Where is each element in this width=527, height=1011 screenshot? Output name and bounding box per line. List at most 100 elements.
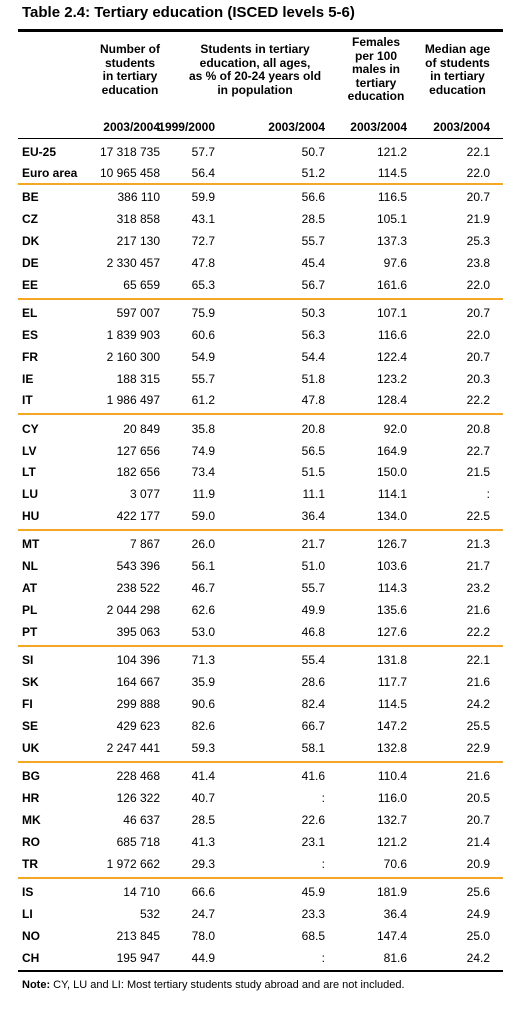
cell: 11.1 [302,487,325,502]
cell: 22.6 [301,812,325,827]
cell: 217 130 [116,233,160,248]
cell: : [321,950,325,965]
row-label: BG [22,769,40,783]
cell: 25.0 [466,928,490,943]
cell: 182 656 [116,465,160,480]
cell: 2 044 298 [106,603,160,618]
cell: 28.5 [191,812,215,827]
cell: 20.8 [466,421,490,436]
group-rule [18,529,503,532]
row-label: SE [22,718,39,733]
cell: 24.7 [191,906,215,921]
cell: 24.2 [466,697,490,711]
year-header: 1999/2000 [158,120,215,134]
cell: 22.1 [466,145,490,159]
cell: 55.7 [191,371,215,386]
cell: 422 177 [116,509,160,524]
row-label: CH [22,950,40,965]
cell: 54.9 [191,349,215,364]
cell: 25.6 [466,884,490,899]
cell: 10 965 458 [99,166,160,180]
cell: 21.7 [301,537,325,552]
cell: 181.9 [376,884,407,899]
cell: 11.9 [192,487,215,502]
cell: 137.3 [376,233,407,248]
cell: 20 849 [123,421,160,436]
cell: 50.3 [301,305,325,320]
cell: 68.5 [301,928,325,943]
cell: 127.6 [376,625,407,639]
row-label: NL [22,559,38,574]
cell: 25.3 [466,233,490,248]
cell: 228 468 [116,769,160,783]
cell: : [486,487,490,502]
cell: 21.6 [466,769,490,783]
row-label: PT [22,625,38,639]
cell: 238 522 [116,581,160,596]
note-text: CY, LU and LI: Most tertiary students st… [50,979,405,991]
row-label: SK [22,675,39,690]
cell: 51.2 [301,166,325,180]
row-label: FR [22,349,38,364]
cell: 1 839 903 [106,327,160,342]
cell: 147.4 [376,928,407,943]
cell: 117.7 [377,675,407,690]
cell: 164 667 [116,675,160,690]
cell: 23.2 [466,581,490,596]
row-label: BE [22,190,39,204]
row-label: DE [22,255,39,270]
cell: 90.6 [191,697,215,711]
cell: 114.5 [377,697,407,711]
cell: 22.5 [466,509,490,524]
row-label: LU [22,487,38,502]
cell: 23.1 [301,834,325,849]
cell: 131.8 [376,653,407,668]
cell: 21.4 [466,834,490,849]
year-header: 2003/2004 [103,120,160,134]
bottom-rule [18,969,503,972]
title-rule [18,29,503,32]
cell: 22.9 [466,740,490,755]
cell: 23.8 [466,255,490,270]
cell: 2 330 457 [106,255,160,270]
row-label: SI [22,653,34,668]
cell: 36.4 [383,906,407,921]
row-label: IT [22,393,33,408]
cell: 126 322 [116,790,160,805]
column-header: Median age of students in tertiary educa… [424,42,491,97]
cell: 122.4 [376,349,407,364]
cell: 82.4 [301,697,325,711]
cell: 44.9 [191,950,215,965]
cell: 20.7 [466,190,490,204]
row-label: IE [22,371,34,386]
cell: 116.5 [377,190,407,204]
cell: 28.6 [301,675,325,690]
cell: 20.9 [466,856,490,871]
cell: : [321,856,325,871]
cell: 2 160 300 [106,349,160,364]
row-label: FI [22,697,33,711]
cell: 46.8 [301,625,325,639]
cell: 59.9 [191,190,215,204]
cell: 56.7 [301,277,325,292]
note: Note: CY, LU and LI: Most tertiary stude… [22,978,405,992]
row-label: CZ [22,211,38,226]
cell: 47.8 [191,255,215,270]
cell: 3 077 [129,487,160,502]
cell: 116.0 [377,790,407,805]
year-header: 2003/2004 [350,120,407,134]
cell: 20.7 [466,305,490,320]
cell: 395 063 [116,625,160,639]
group-rule [18,297,503,300]
row-label: MT [22,537,40,552]
cell: 213 845 [116,928,160,943]
cell: 104 396 [116,653,160,668]
year-header: 2003/2004 [268,120,325,134]
cell: 386 110 [117,190,161,204]
cell: 35.8 [191,421,215,436]
cell: 21.6 [466,603,490,618]
row-label: EL [22,305,38,320]
row-label: EE [22,277,39,292]
cell: 22.7 [466,443,490,458]
cell: 78.0 [191,928,215,943]
